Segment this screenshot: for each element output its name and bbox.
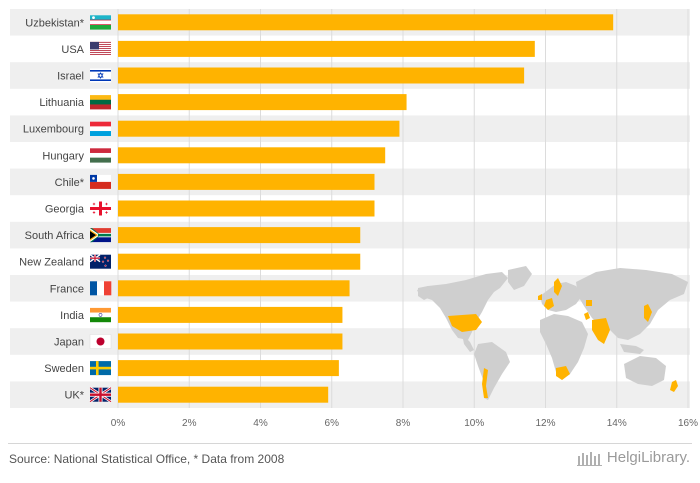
- bar[interactable]: [118, 200, 375, 217]
- category-label: UK*: [64, 390, 84, 402]
- bar[interactable]: [118, 227, 361, 244]
- x-tick-label: 14%: [607, 418, 627, 429]
- bar[interactable]: [118, 173, 375, 190]
- library-icon: [576, 451, 602, 466]
- category-label: Lithuania: [39, 97, 85, 109]
- chart: Uzbekistan* USA Israel Lithuania Luxembourg H…: [10, 9, 698, 429]
- uk-flag-icon: [89, 386, 112, 403]
- category-label: Japan: [54, 337, 84, 349]
- israel-flag-icon: [90, 68, 111, 83]
- bar[interactable]: [118, 253, 361, 270]
- row-band: [10, 381, 690, 408]
- lithuania-flag-icon: [90, 95, 111, 110]
- japan-flag-icon: [89, 334, 112, 349]
- source-note: Source: National Statistical Office, * D…: [9, 452, 285, 466]
- footer-divider: [8, 443, 692, 444]
- bar[interactable]: [118, 14, 614, 31]
- x-tick-label: 0%: [111, 418, 126, 429]
- x-tick-label: 6%: [325, 418, 340, 429]
- bar[interactable]: [118, 333, 343, 350]
- bar[interactable]: [118, 147, 386, 164]
- category-label: Luxembourg: [23, 124, 84, 136]
- uzbekistan-flag-icon: [90, 15, 111, 30]
- category-label: Hungary: [42, 150, 84, 162]
- brand-logo[interactable]: HelgiLibrary.: [576, 449, 690, 466]
- bar[interactable]: [118, 40, 535, 57]
- category-label: New Zealand: [19, 257, 84, 269]
- row-band: [10, 328, 690, 355]
- sweden-flag-icon: [90, 361, 111, 376]
- bar[interactable]: [118, 67, 525, 84]
- category-label: Israel: [57, 71, 84, 83]
- x-tick-label: 4%: [253, 418, 268, 429]
- france-flag-icon: [90, 281, 112, 296]
- category-label: France: [50, 283, 84, 295]
- bar[interactable]: [118, 306, 343, 323]
- chart-canvas: Uzbekistan* USA Israel Lithuania Luxembourg H…: [10, 9, 698, 429]
- india-flag-icon: [90, 307, 111, 323]
- category-label: India: [60, 310, 85, 322]
- category-label: Sweden: [44, 363, 84, 375]
- category-label: Chile*: [55, 177, 85, 189]
- bar[interactable]: [118, 386, 329, 403]
- south-africa-flag-icon: [90, 228, 111, 243]
- georgia-flag-icon: [90, 201, 111, 216]
- category-label: South Africa: [25, 230, 85, 242]
- usa-flag-icon: [90, 41, 111, 56]
- new-zealand-flag-icon: [89, 254, 111, 269]
- x-tick-label: 16%: [678, 418, 698, 429]
- bar[interactable]: [118, 120, 400, 137]
- bar[interactable]: [118, 360, 339, 377]
- world-map-icon: [417, 266, 688, 400]
- x-tick-label: 2%: [182, 418, 197, 429]
- category-label: Uzbekistan*: [25, 17, 84, 29]
- luxembourg-flag-icon: [90, 121, 111, 136]
- category-label: Georgia: [45, 204, 85, 216]
- bar[interactable]: [118, 280, 350, 297]
- brand-name: HelgiLibrary.: [606, 449, 690, 466]
- category-label: USA: [61, 44, 84, 56]
- bar[interactable]: [118, 94, 407, 111]
- chile-flag-icon: [90, 174, 111, 189]
- x-tick-label: 10%: [464, 418, 484, 429]
- x-tick-label: 8%: [396, 418, 411, 429]
- x-tick-label: 12%: [535, 418, 555, 429]
- hungary-flag-icon: [90, 148, 111, 163]
